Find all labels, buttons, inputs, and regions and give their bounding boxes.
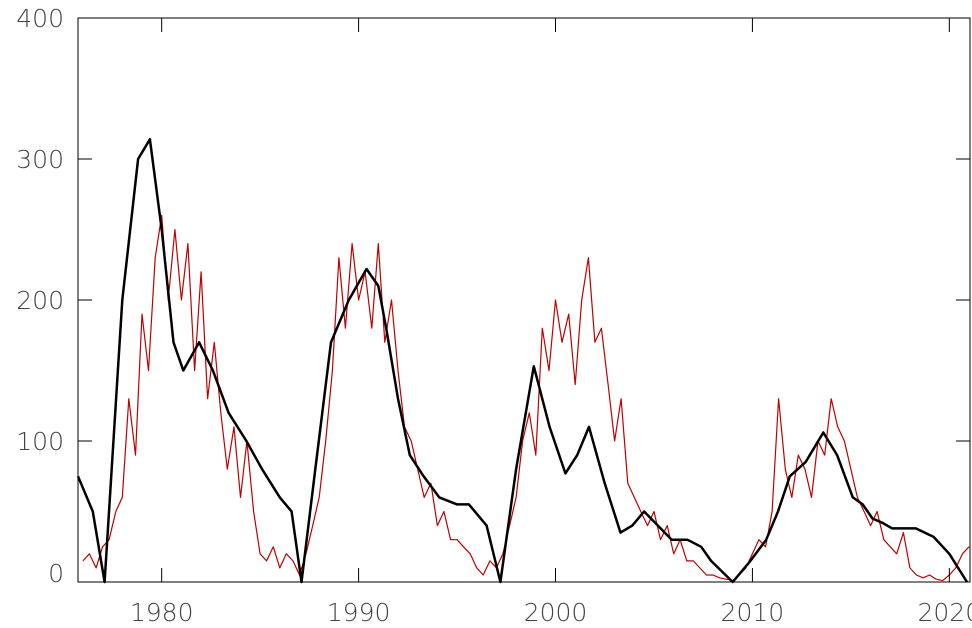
- series-line: [76, 138, 969, 584]
- y-tick-label: 0: [48, 559, 64, 588]
- series-line: [82, 214, 970, 582]
- x-tick-label: 2020: [918, 598, 972, 627]
- x-tick-label: 1990: [327, 598, 391, 627]
- plot-frame: [77, 17, 971, 583]
- x-tick-label: 2000: [524, 598, 588, 627]
- y-tick-label: 400: [16, 4, 64, 33]
- y-tick-label: 300: [16, 145, 64, 174]
- y-tick-label: 200: [16, 286, 64, 315]
- x-tick-label: 2010: [721, 598, 785, 627]
- y-tick-label: 100: [16, 427, 64, 456]
- x-tick-label: 1980: [130, 598, 194, 627]
